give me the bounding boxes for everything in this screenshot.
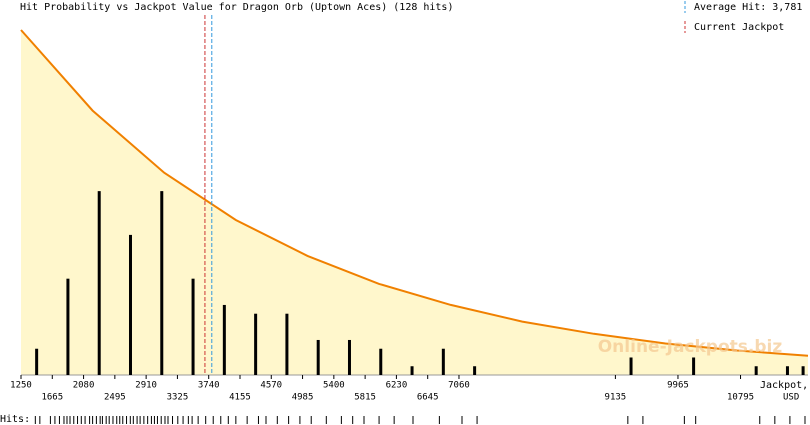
bar <box>191 278 195 375</box>
bar <box>35 348 39 375</box>
hits-label: Hits: <box>0 414 30 425</box>
x-tick-label: 2910 <box>135 381 157 391</box>
x-tick-label: 3325 <box>167 393 189 403</box>
x-tick-label: 6645 <box>417 393 439 403</box>
bar <box>222 304 226 375</box>
bar <box>128 234 132 375</box>
bar <box>97 191 101 375</box>
bar <box>692 357 696 375</box>
bar <box>379 348 383 375</box>
curve-area <box>21 30 808 375</box>
bar <box>316 339 320 375</box>
x-axis-label: USD <box>783 393 799 403</box>
bar <box>254 313 258 375</box>
x-tick-label: 1250 <box>10 381 32 391</box>
x-tick-label: 7060 <box>448 381 470 391</box>
bar <box>410 366 414 375</box>
x-tick-label: 1665 <box>41 393 63 403</box>
legend-label: Average Hit: 3,781 <box>694 2 802 13</box>
bar <box>629 357 633 375</box>
curve <box>20 29 809 357</box>
chart-title: Hit Probability vs Jackpot Value for Dra… <box>20 2 453 13</box>
x-tick-label: 2495 <box>104 393 126 403</box>
bar <box>66 278 70 375</box>
x-tick-label: 4570 <box>260 381 282 391</box>
bar <box>160 191 164 375</box>
x-axis-label: Jackpot, <box>760 380 808 391</box>
x-tick-label: 9965 <box>667 381 689 391</box>
watermark: Online-Jackpots.biz <box>598 337 783 357</box>
bar <box>347 339 351 375</box>
legend-label: Current Jackpot <box>694 22 784 33</box>
x-tick-label: 4985 <box>292 393 314 403</box>
bar <box>754 366 758 375</box>
x-tick-label: 5815 <box>354 393 376 403</box>
bar <box>285 313 289 375</box>
x-tick-label: 4155 <box>229 393 251 403</box>
x-tick-label: 9135 <box>605 393 627 403</box>
bar <box>801 366 805 375</box>
x-tick-label: 6230 <box>386 381 408 391</box>
bar <box>785 366 789 375</box>
x-tick-label: 5400 <box>323 381 345 391</box>
x-tick-label: 10795 <box>727 393 754 403</box>
x-tick-label: 2080 <box>73 381 95 391</box>
x-tick-label: 3740 <box>198 381 220 391</box>
bar <box>441 348 445 375</box>
bar <box>473 366 477 375</box>
